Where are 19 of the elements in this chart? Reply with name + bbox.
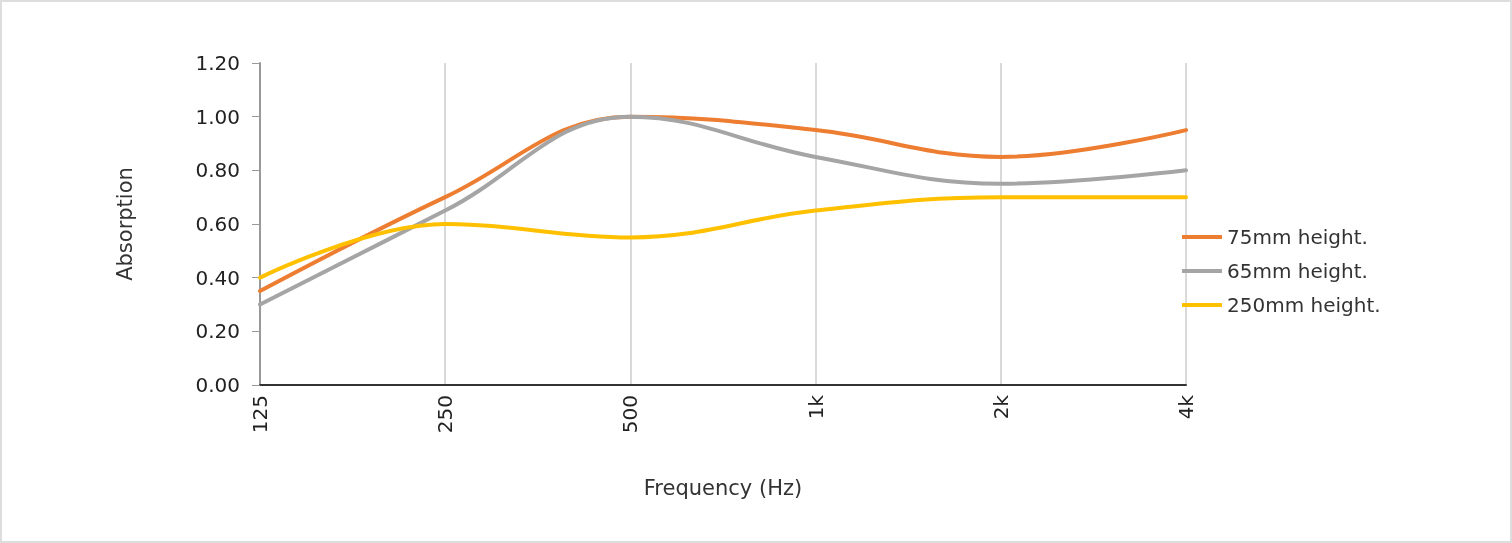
x-tick-label: 1k (803, 394, 828, 420)
x-tick-label: 250 (433, 395, 458, 434)
x-tick-label: 2k (988, 394, 1013, 420)
y-tick-label: 0.20 (195, 319, 240, 344)
legend-label: 65mm height. (1227, 259, 1368, 283)
y-tick-label: 0.80 (195, 158, 240, 183)
x-tick-label: 125 (248, 395, 272, 434)
y-tick-label: 1.00 (195, 104, 240, 129)
legend-label: 75mm height. (1227, 225, 1368, 249)
y-tick-label: 0.00 (195, 373, 240, 397)
x-tick-label: 500 (618, 395, 643, 434)
y-tick-label: 0.60 (195, 212, 240, 236)
legend-label: 250mm height. (1227, 293, 1381, 317)
y-tick-label: 0.40 (195, 265, 240, 290)
y-tick-label: 1.20 (195, 51, 240, 75)
line-series (258, 195, 1188, 280)
x-axis-title: Frequency (Hz) (643, 475, 803, 500)
y-axis-title: Absorption (112, 167, 137, 281)
x-tick-label: 4k (1174, 394, 1198, 420)
